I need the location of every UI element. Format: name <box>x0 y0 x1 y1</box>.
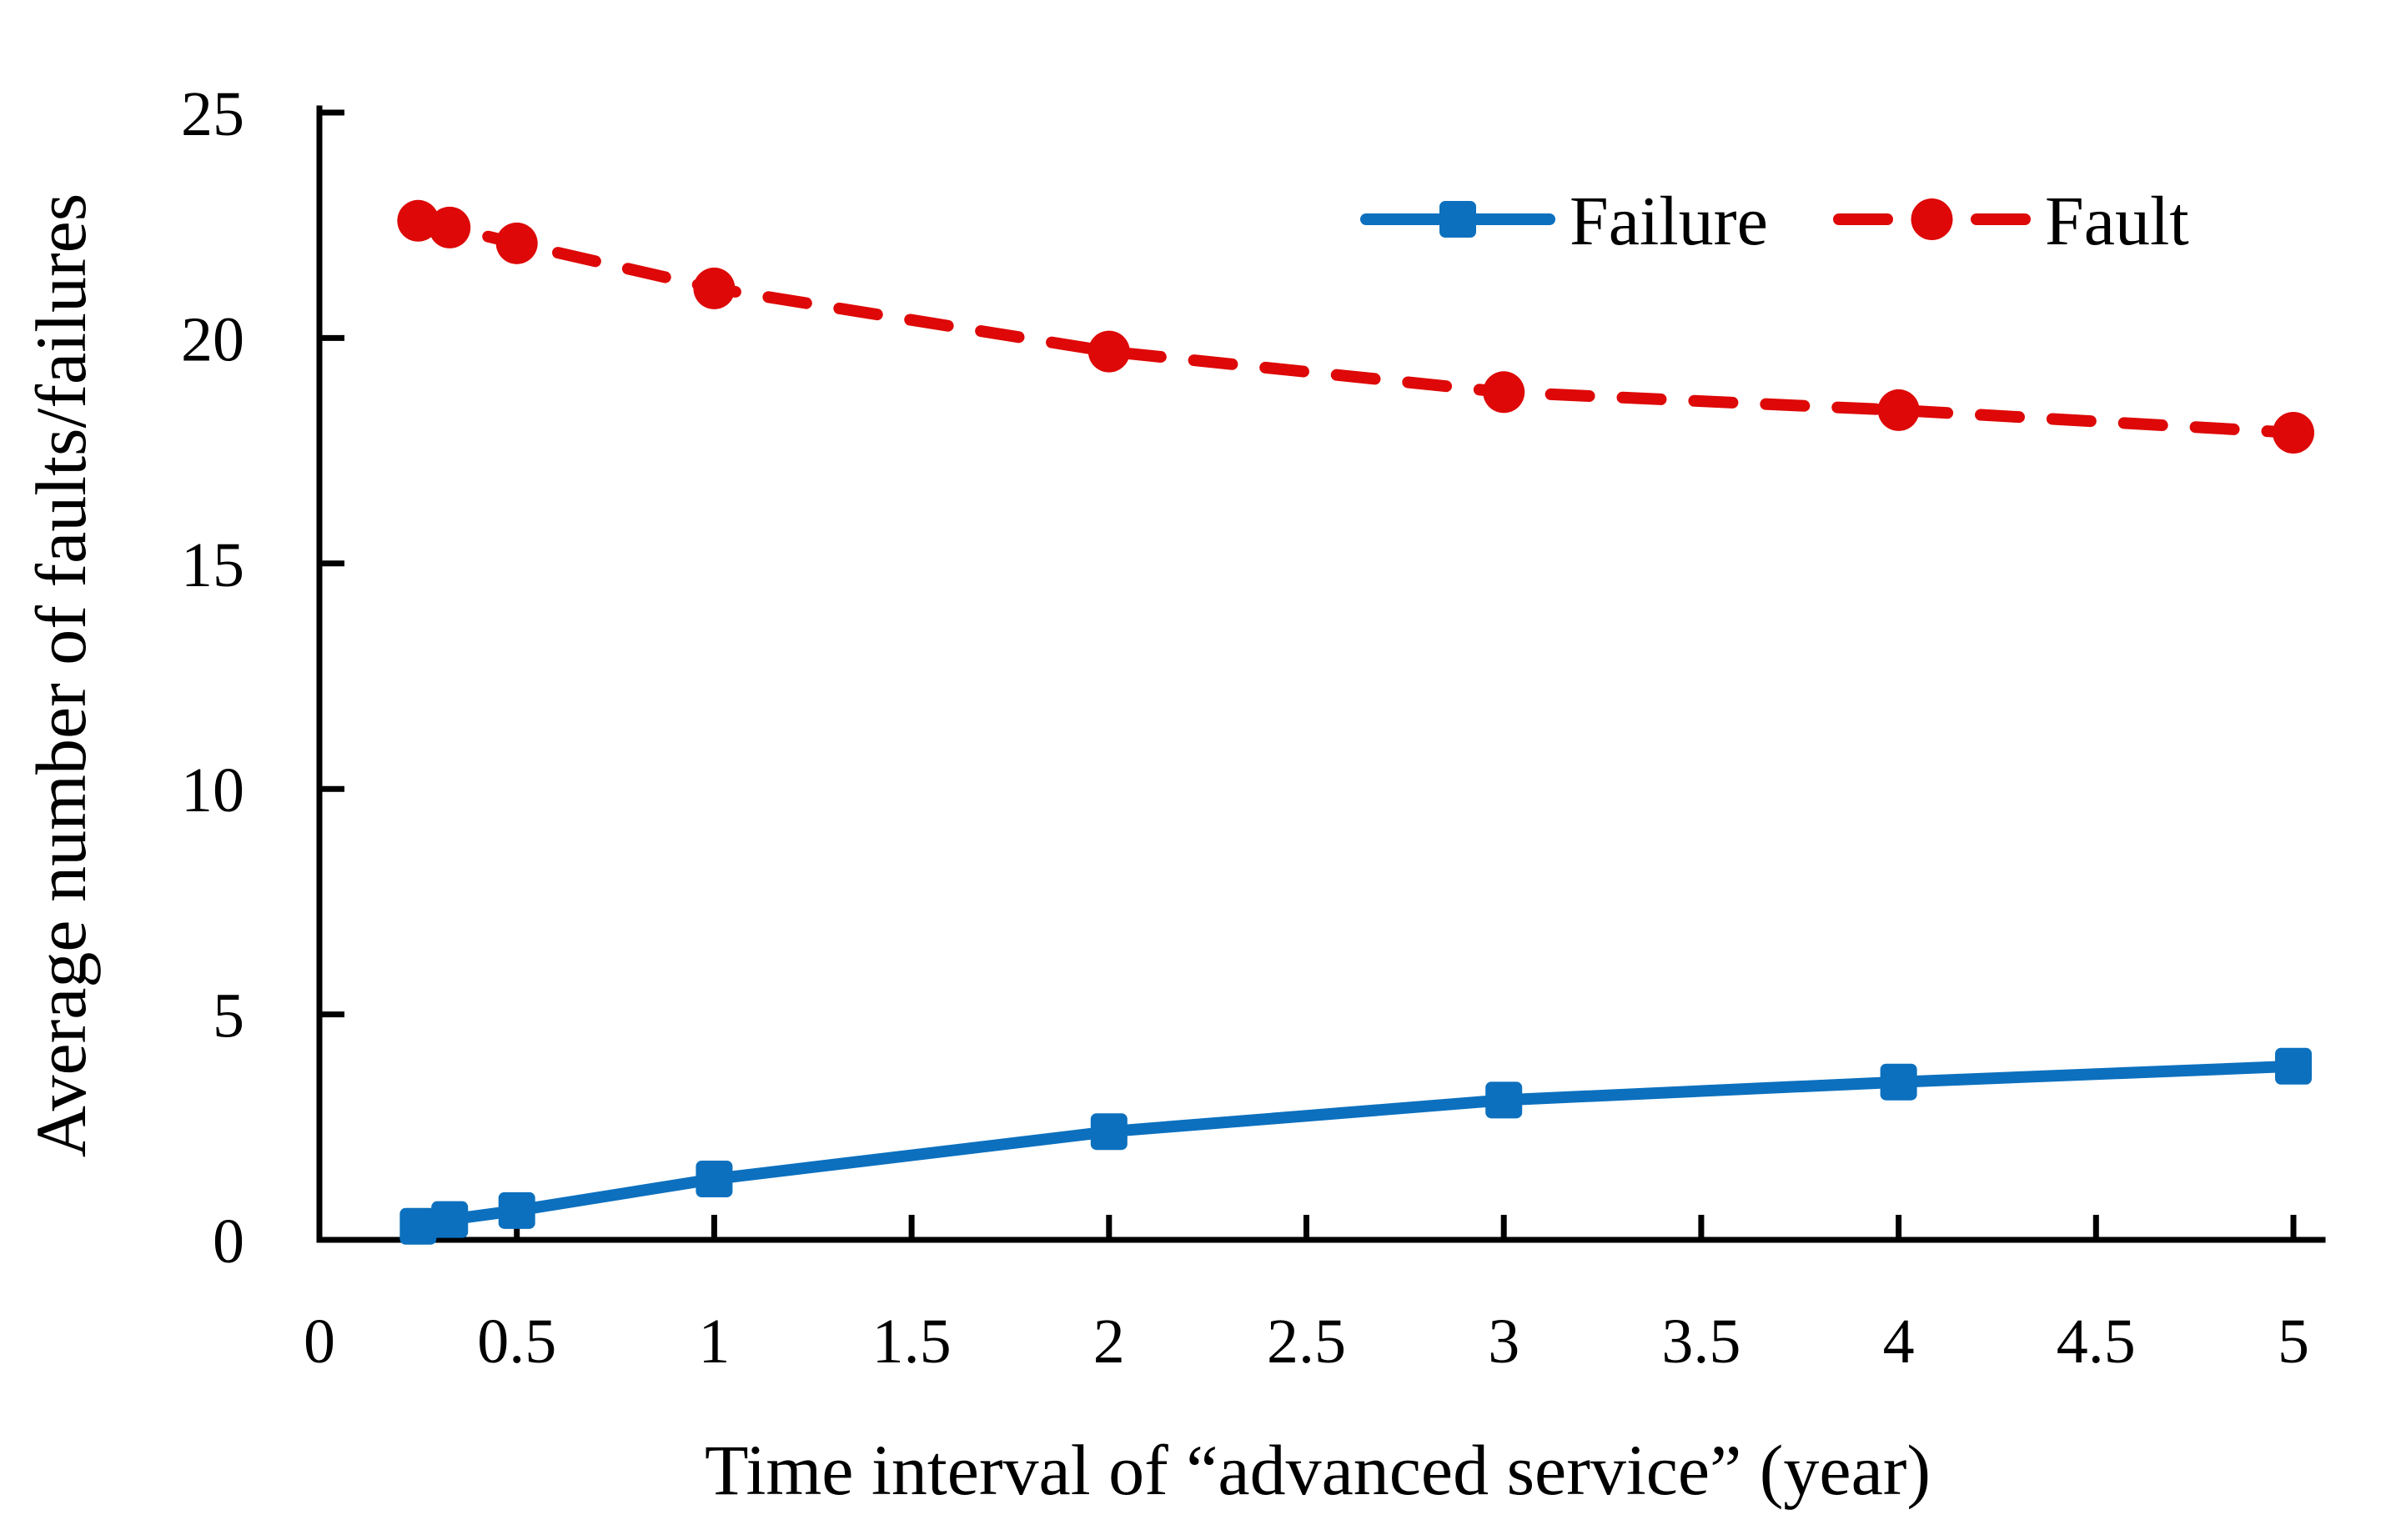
x-tick-label: 0.5 <box>477 1307 556 1377</box>
y-tick-label: 20 <box>181 304 244 374</box>
failure-marker <box>2275 1047 2312 1085</box>
x-tick-label: 2 <box>1093 1307 1125 1377</box>
failure-marker <box>696 1160 733 1197</box>
fault-marker <box>693 267 736 309</box>
x-tick-label: 3 <box>1488 1307 1519 1377</box>
failure-marker <box>498 1191 535 1229</box>
axis-lines <box>316 105 2326 1243</box>
failure-marker <box>1485 1081 1523 1119</box>
failure-marker <box>431 1201 469 1238</box>
x-tick-label: 4 <box>1883 1307 1915 1377</box>
x-axis-title: Time interval of “advanced service” (yea… <box>705 1430 1931 1510</box>
legend-label-failure: Failure <box>1570 183 1768 260</box>
failure-marker <box>1090 1113 1128 1151</box>
x-tick-label: 0 <box>304 1307 335 1377</box>
fault-line <box>412 214 2299 439</box>
y-tick-label: 15 <box>181 530 244 600</box>
fault-marker <box>1087 330 1130 373</box>
y-tick-label: 5 <box>213 981 244 1051</box>
failure-marker <box>399 1207 437 1245</box>
y-tick-label: 25 <box>181 79 244 149</box>
fault-marker <box>1483 371 1525 414</box>
series-group <box>397 199 2314 1245</box>
fault-marker <box>495 222 538 264</box>
legend-marker-failure <box>1439 201 1476 238</box>
fault-marker <box>2273 411 2314 454</box>
fault-marker <box>429 206 471 248</box>
x-tick-label: 2.5 <box>1267 1307 1346 1377</box>
x-tick-label: 4.5 <box>2057 1307 2136 1377</box>
x-tick-label: 1.5 <box>872 1307 952 1377</box>
failure-marker <box>1880 1063 1917 1101</box>
legend-group: Failure Fault <box>1360 183 2189 260</box>
x-tick-label: 3.5 <box>1661 1307 1740 1377</box>
x-tick-label: 5 <box>2278 1307 2309 1377</box>
y-tick-label: 0 <box>213 1206 244 1277</box>
legend-marker-fault <box>1911 198 1953 240</box>
y-tick-label: 10 <box>181 755 244 825</box>
failure-line <box>412 1060 2299 1232</box>
y-axis-title: Average number of faults/failures <box>21 193 101 1158</box>
axes-group: 0 5 10 15 20 25 0 0.5 1 1.5 2 2.5 3 3.5 4 4.5 5 <box>181 79 2326 1377</box>
fault-marker <box>1877 389 1920 431</box>
fault-marker <box>397 199 440 242</box>
x-tick-label: 1 <box>698 1307 730 1377</box>
legend-label-fault: Fault <box>2045 183 2189 260</box>
